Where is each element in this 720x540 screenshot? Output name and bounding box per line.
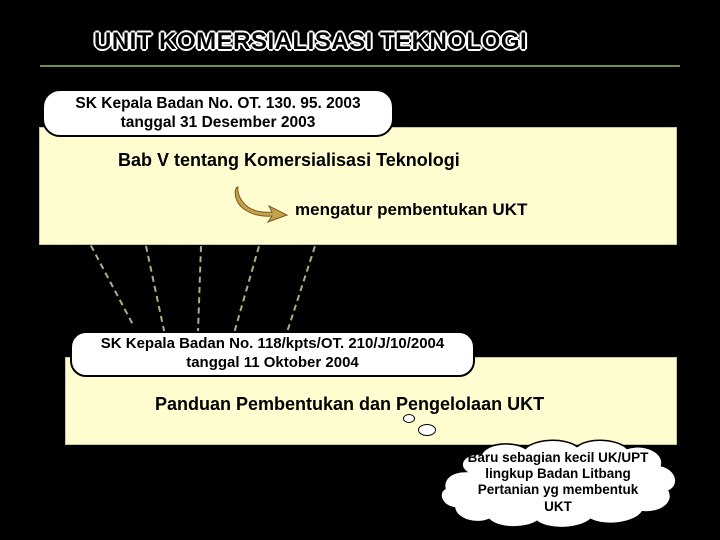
- sk1-callout: SK Kepala Badan No. OT. 130. 95. 2003 ta…: [42, 89, 394, 137]
- sk2-line2: tanggal 11 Oktober 2004: [186, 354, 359, 373]
- title-rule: [40, 65, 680, 67]
- sk1-line2: tanggal 31 Desember 2003: [121, 113, 316, 132]
- panel-bab: [39, 127, 677, 245]
- dashed-connector: [234, 246, 260, 331]
- arrow-down-right-icon: [232, 185, 292, 225]
- sk2-line1: SK Kepala Badan No. 118/kpts/OT. 210/J/1…: [101, 335, 445, 354]
- cloud-tail-dot: [403, 414, 415, 423]
- dashed-connector: [197, 246, 202, 334]
- dashed-connector: [90, 245, 133, 324]
- dashed-connector: [287, 246, 316, 330]
- cloud-tail-dot: [418, 424, 436, 436]
- dashed-connector: [145, 246, 165, 332]
- cloud-line4: UKT: [544, 499, 572, 514]
- cloud-text: Baru sebagian kecil UK/UPT lingkup Badan…: [447, 450, 669, 515]
- panduan-heading: Panduan Pembentukan dan Pengelolaan UKT: [155, 394, 544, 415]
- sk1-line1: SK Kepala Badan No. OT. 130. 95. 2003: [75, 94, 360, 113]
- cloud-line2: lingkup Badan Litbang: [485, 466, 631, 481]
- bab-heading: Bab V tentang Komersialisasi Teknologi: [118, 150, 460, 171]
- cloud-line3: Pertanian yg membentuk: [478, 482, 639, 497]
- slide-title: UNIT KOMERSIALISASI TEKNOLOGI: [94, 28, 527, 56]
- mengatur-text: mengatur pembentukan UKT: [295, 200, 527, 220]
- sk2-callout: SK Kepala Badan No. 118/kpts/OT. 210/J/1…: [70, 331, 475, 377]
- cloud-line1: Baru sebagian kecil UK/UPT: [468, 450, 649, 465]
